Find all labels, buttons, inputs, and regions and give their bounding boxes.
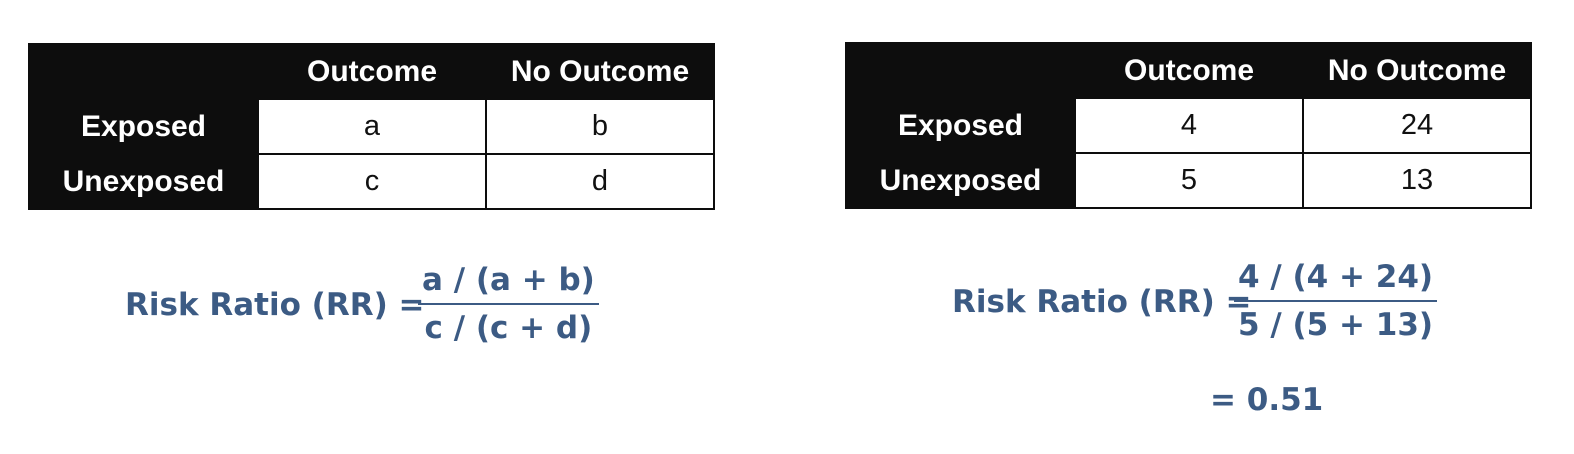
formula-fraction: a / (a + b) c / (c + d)	[418, 260, 599, 348]
row-header-unexposed: Unexposed	[845, 152, 1076, 209]
cell-exposed-outcome: 4	[1074, 97, 1304, 154]
formula-denominator: 5 / (5 + 13)	[1238, 307, 1434, 343]
formula-lhs: Risk Ratio (RR) =	[125, 287, 425, 323]
fraction-bar	[418, 303, 599, 305]
table-header-row: Outcome No Outcome	[845, 42, 1532, 99]
column-header-outcome: Outcome	[257, 43, 487, 100]
row-header-exposed: Exposed	[28, 98, 259, 155]
formula-denominator: c / (c + d)	[424, 310, 593, 346]
table-row: Unexposed c d	[28, 153, 715, 210]
cell-b: b	[485, 98, 715, 155]
cell-exposed-no-outcome: 24	[1302, 97, 1532, 154]
cell-a: a	[257, 98, 487, 155]
cell-c: c	[257, 153, 487, 210]
risk-ratio-result: = 0.51	[1210, 382, 1324, 418]
column-header-no-outcome: No Outcome	[485, 43, 715, 100]
contingency-table-example: Outcome No Outcome Exposed 4 24 Unexpose…	[845, 42, 1532, 209]
contingency-table-generic: Outcome No Outcome Exposed a b Unexposed…	[28, 43, 715, 210]
formula-numerator: a / (a + b)	[422, 262, 595, 298]
table-corner-cell	[28, 43, 259, 100]
cell-unexposed-no-outcome: 13	[1302, 152, 1532, 209]
column-header-outcome: Outcome	[1074, 42, 1304, 99]
table-row: Exposed 4 24	[845, 97, 1532, 154]
formula-fraction: 4 / (4 + 24) 5 / (5 + 13)	[1234, 257, 1438, 345]
fraction-bar	[1234, 300, 1438, 302]
column-header-no-outcome: No Outcome	[1302, 42, 1532, 99]
formula-lhs: Risk Ratio (RR) =	[952, 284, 1252, 320]
cell-unexposed-outcome: 5	[1074, 152, 1304, 209]
formula-numerator: 4 / (4 + 24)	[1238, 259, 1434, 295]
row-header-unexposed: Unexposed	[28, 153, 259, 210]
table-header-row: Outcome No Outcome	[28, 43, 715, 100]
row-header-exposed: Exposed	[845, 97, 1076, 154]
cell-d: d	[485, 153, 715, 210]
table-corner-cell	[845, 42, 1076, 99]
table-row: Exposed a b	[28, 98, 715, 155]
table-row: Unexposed 5 13	[845, 152, 1532, 209]
